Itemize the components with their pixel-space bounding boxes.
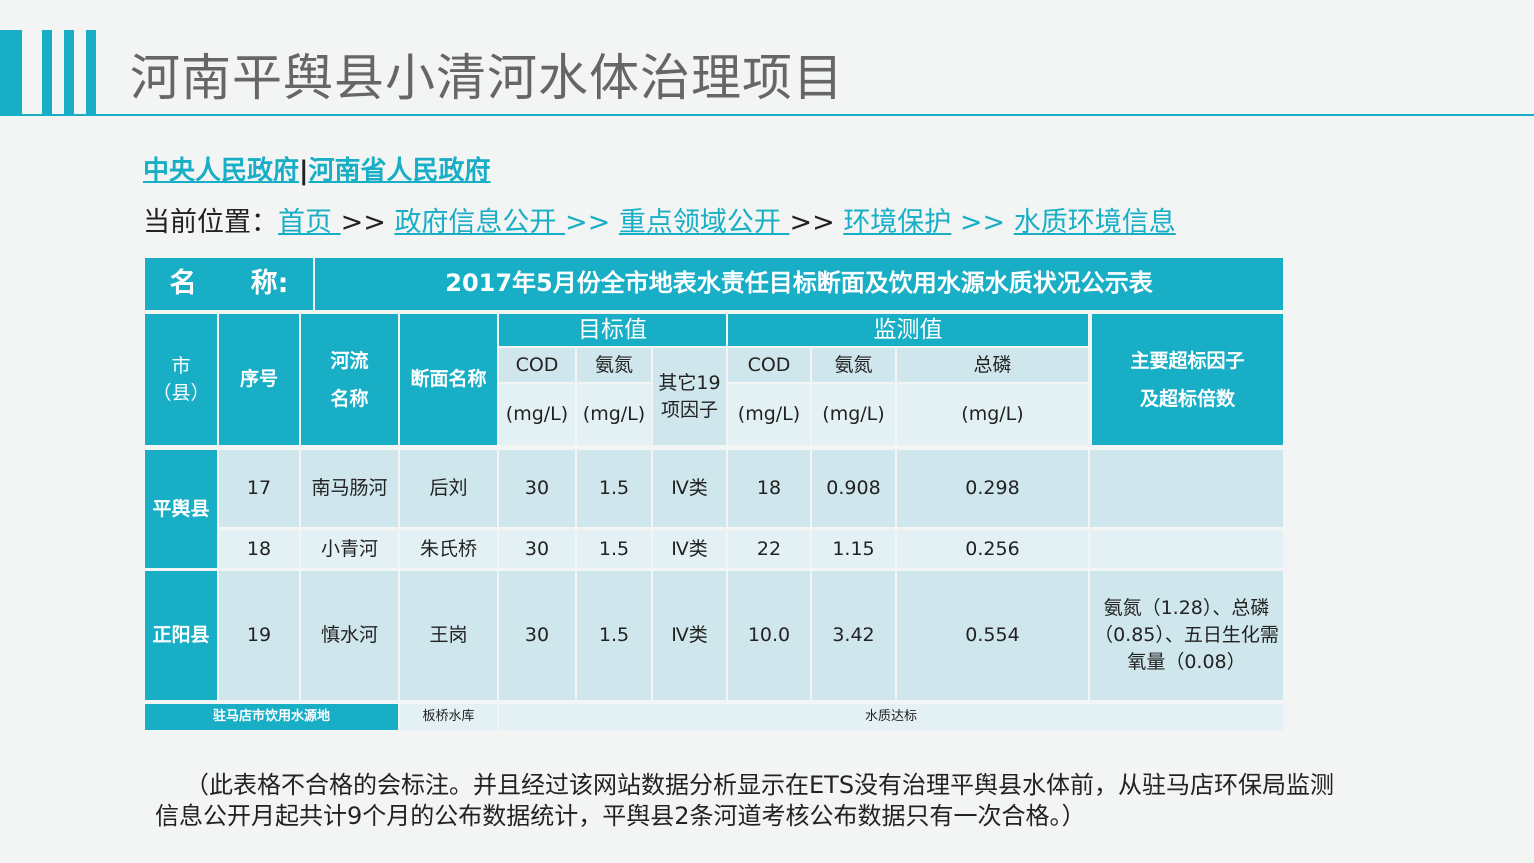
breadcrumb-home[interactable]: 首页	[278, 207, 341, 238]
cell-measured-cod: 18	[728, 450, 810, 527]
header-city: 市 （县）	[145, 314, 217, 445]
cell-no: 17	[219, 450, 299, 527]
header-measured-nh: 氨氮	[812, 348, 895, 382]
cell-measured-tp: 0.256	[897, 530, 1088, 568]
cell-other: Ⅳ类	[653, 571, 726, 700]
footnote: （此表格不合格的会标注。并且经过该网站数据分析显示在ETS没有治理平舆县水体前，…	[155, 771, 1335, 830]
name-label: 名 称:	[145, 258, 313, 310]
cell-target-cod: 30	[499, 571, 575, 700]
cell-measured-tp: 0.298	[897, 450, 1088, 527]
cell-no: 19	[219, 571, 299, 700]
unit: (mg/L)	[897, 384, 1088, 445]
header-target: 目标值	[499, 314, 726, 346]
city-zhengyang: 正阳县	[145, 571, 217, 700]
header-measured-cod: COD	[728, 348, 810, 382]
cell-measured-tp: 0.554	[897, 571, 1088, 700]
breadcrumb-env[interactable]: 环境保护	[843, 207, 952, 238]
breadcrumb-prefix: 当前位置：	[143, 207, 278, 238]
header-no: 序号	[219, 314, 299, 445]
unit: (mg/L)	[499, 384, 575, 445]
breadcrumb-gov-info[interactable]: 政府信息公开	[394, 207, 566, 238]
header-target-nh: 氨氮	[577, 348, 651, 382]
slide-title: 河南平舆县小清河水体治理项目	[130, 49, 844, 107]
unit: (mg/L)	[577, 384, 651, 445]
unit: (mg/L)	[812, 384, 895, 445]
header-section: 断面名称	[400, 314, 497, 445]
cell-target-nh: 1.5	[577, 571, 651, 700]
header-measured: 监测值	[728, 314, 1088, 346]
cell-target-nh: 1.5	[577, 530, 651, 568]
title-bar-stripe	[86, 30, 96, 114]
title-bar-stripe	[42, 30, 52, 114]
footer-section: 板桥水库	[400, 704, 497, 730]
breadcrumb-water[interactable]: 水质环境信息	[1013, 207, 1176, 238]
cell-target-cod: 30	[499, 530, 575, 568]
title-bar-stripe	[0, 30, 22, 114]
header-exceed: 主要超标因子 及超标倍数	[1092, 314, 1283, 445]
cell-other: Ⅳ类	[653, 530, 726, 568]
footer-status: 水质达标	[499, 704, 1283, 730]
cell-river: 小青河	[301, 530, 398, 568]
unit: (mg/L)	[728, 384, 810, 445]
breadcrumb: 当前位置：首页 >> 政府信息公开 >> 重点领域公开 >> 环境保护 >> 水…	[143, 200, 1176, 239]
gov-links: 中央人民政府|河南省人民政府	[143, 150, 491, 187]
cell-exceed	[1090, 450, 1283, 527]
cell-measured-nh: 3.42	[812, 571, 895, 700]
breadcrumb-sep: >>	[565, 207, 619, 238]
footer-label: 驻马店市饮用水源地	[145, 704, 398, 730]
title-bar-stripe	[64, 30, 74, 114]
link-central-gov[interactable]: 中央人民政府	[143, 156, 300, 186]
city-pingyu: 平舆县	[145, 450, 217, 568]
cell-section: 王岗	[400, 571, 497, 700]
header-river: 河流 名称	[301, 314, 398, 445]
breadcrumb-sep: >>	[789, 207, 844, 238]
cell-section: 后刘	[400, 450, 497, 527]
cell-target-cod: 30	[499, 450, 575, 527]
link-separator: |	[299, 156, 309, 186]
link-henan-gov[interactable]: 河南省人民政府	[308, 156, 491, 186]
cell-river: 南马肠河	[301, 450, 398, 527]
title-divider	[0, 114, 1534, 116]
cell-target-nh: 1.5	[577, 450, 651, 527]
breadcrumb-sep: >>	[951, 207, 1014, 238]
header-measured-tp: 总磷	[897, 348, 1088, 382]
cell-river: 慎水河	[301, 571, 398, 700]
cell-measured-nh: 0.908	[812, 450, 895, 527]
cell-other: Ⅳ类	[653, 450, 726, 527]
table-name: 2017年5月份全市地表水责任目标断面及饮用水源水质状况公示表	[315, 258, 1283, 310]
breadcrumb-key-areas[interactable]: 重点领域公开	[618, 207, 790, 238]
cell-section: 朱氏桥	[400, 530, 497, 568]
breadcrumb-sep: >>	[340, 207, 395, 238]
cell-exceed	[1090, 530, 1283, 568]
cell-no: 18	[219, 530, 299, 568]
cell-exceed: 氨氮（1.28）、总磷（0.85）、五日生化需氧量（0.08）	[1090, 571, 1283, 700]
header-target-cod: COD	[499, 348, 575, 382]
cell-measured-nh: 1.15	[812, 530, 895, 568]
cell-measured-cod: 22	[728, 530, 810, 568]
cell-measured-cod: 10.0	[728, 571, 810, 700]
header-other: 其它19 项因子	[653, 348, 726, 445]
